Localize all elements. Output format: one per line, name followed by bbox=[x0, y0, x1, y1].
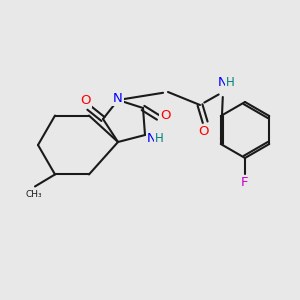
Text: N: N bbox=[147, 133, 157, 146]
Text: CH₃: CH₃ bbox=[26, 190, 42, 199]
Text: O: O bbox=[81, 94, 91, 107]
Text: N: N bbox=[218, 76, 228, 89]
Text: O: O bbox=[160, 109, 170, 122]
Text: H: H bbox=[154, 133, 164, 146]
Text: H: H bbox=[226, 76, 234, 89]
Text: O: O bbox=[198, 125, 208, 138]
Text: N: N bbox=[113, 92, 123, 106]
Text: F: F bbox=[241, 176, 249, 188]
